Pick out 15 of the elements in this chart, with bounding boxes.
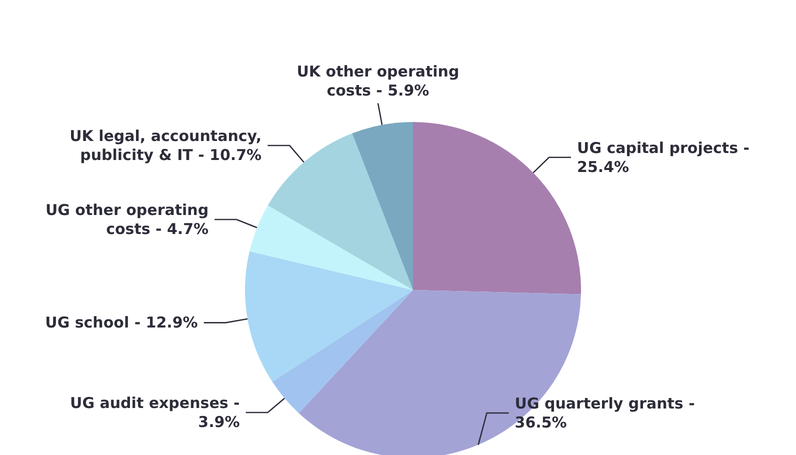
data-label: 3.9% [198, 412, 240, 431]
pie-slice [250, 205, 413, 290]
slice-label: UK legal, accountancy, publicity & IT - 10.7% [70, 127, 262, 164]
slice-label: UK other operating costs - 5.9% [296, 62, 460, 100]
slice-label: UG other operating costs - 4.7% [45, 201, 209, 238]
slice-label: UG capital projects - [577, 138, 750, 157]
data-label: 25.4% [577, 158, 630, 176]
pie-slice [245, 251, 413, 382]
slice-label: UG school - 12.9% [45, 314, 198, 332]
data-label: 36.5% [514, 414, 567, 432]
pie-slice [352, 122, 413, 290]
pie-slice [272, 290, 413, 414]
pie-slice [268, 133, 413, 290]
slice-label: UG audit expenses - [70, 394, 240, 412]
slice-label: UG quarterly grants - [514, 394, 695, 412]
